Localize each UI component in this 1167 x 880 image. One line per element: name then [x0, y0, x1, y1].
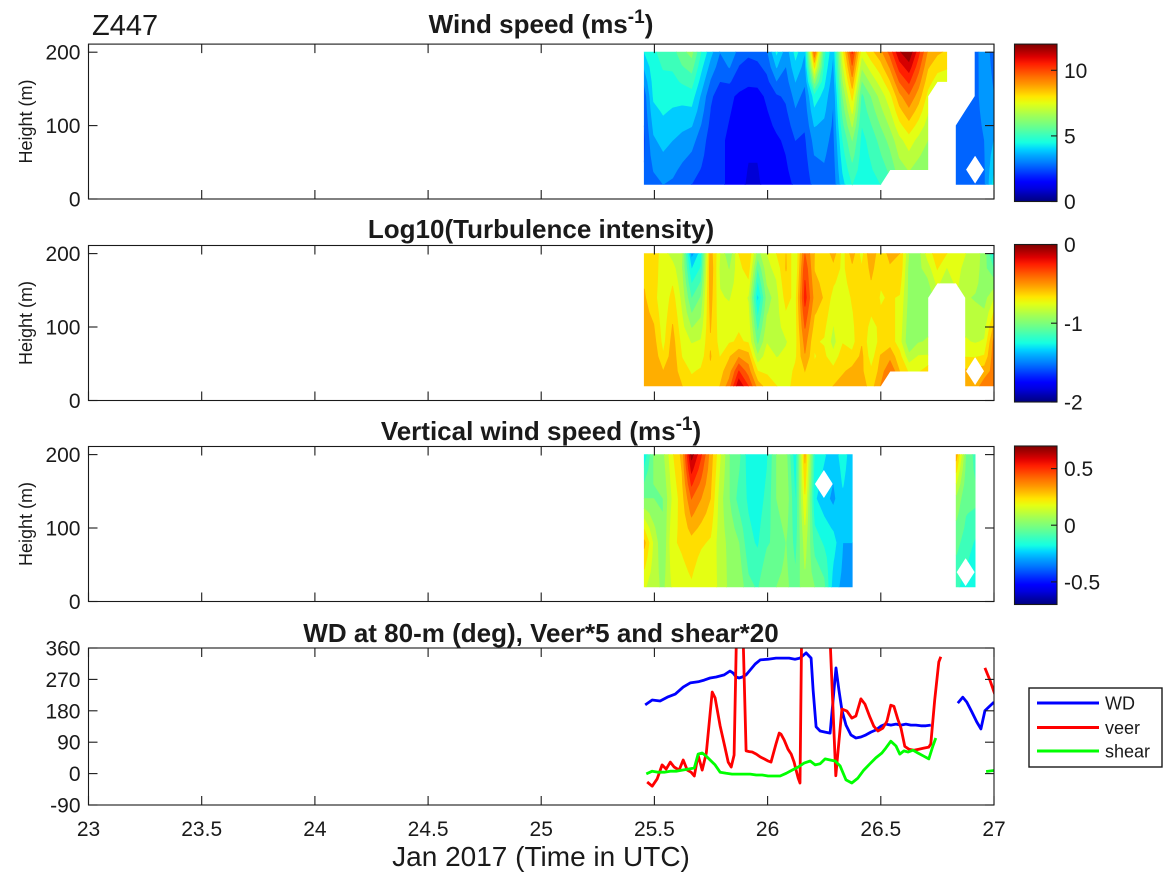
- svg-text:200: 200: [45, 444, 80, 467]
- svg-text:0: 0: [69, 591, 81, 614]
- svg-text:Jan 2017 (Time in UTC): Jan 2017 (Time in UTC): [392, 841, 690, 872]
- svg-text:Height (m): Height (m): [16, 79, 36, 163]
- svg-text:5: 5: [1064, 125, 1076, 148]
- svg-text:veer: veer: [1105, 718, 1140, 738]
- svg-text:27: 27: [982, 818, 1005, 841]
- svg-text:0: 0: [1064, 515, 1076, 538]
- svg-text:0: 0: [69, 390, 81, 413]
- svg-text:100: 100: [45, 518, 80, 541]
- svg-text:WD at 80-m (deg), Veer*5 and s: WD at 80-m (deg), Veer*5 and shear*20: [303, 618, 778, 648]
- svg-text:26.5: 26.5: [860, 818, 901, 841]
- svg-text:-90: -90: [50, 795, 80, 818]
- svg-text:Height (m): Height (m): [16, 482, 36, 566]
- svg-text:0: 0: [1064, 234, 1076, 257]
- svg-text:200: 200: [45, 243, 80, 266]
- svg-text:Vertical wind speed (ms-1): Vertical wind speed (ms-1): [381, 414, 701, 447]
- svg-text:Height (m): Height (m): [16, 281, 36, 365]
- svg-text:0: 0: [1064, 191, 1076, 214]
- svg-text:WD: WD: [1105, 694, 1135, 714]
- svg-text:90: 90: [57, 732, 80, 755]
- svg-text:Wind speed (ms-1): Wind speed (ms-1): [429, 7, 654, 40]
- svg-text:24.5: 24.5: [408, 818, 449, 841]
- svg-text:200: 200: [45, 42, 80, 65]
- svg-text:25: 25: [530, 818, 553, 841]
- svg-text:25.5: 25.5: [634, 818, 675, 841]
- svg-text:-2: -2: [1064, 392, 1083, 415]
- svg-text:360: 360: [45, 638, 80, 661]
- svg-text:0: 0: [69, 763, 81, 786]
- svg-text:10: 10: [1064, 60, 1087, 83]
- svg-text:100: 100: [45, 115, 80, 138]
- svg-text:-0.5: -0.5: [1064, 571, 1100, 594]
- svg-text:24: 24: [303, 818, 327, 841]
- svg-text:0: 0: [69, 189, 81, 212]
- svg-text:26: 26: [756, 818, 779, 841]
- svg-text:270: 270: [45, 669, 80, 692]
- svg-text:Z447: Z447: [92, 10, 158, 42]
- svg-text:100: 100: [45, 317, 80, 340]
- svg-text:0.5: 0.5: [1064, 458, 1093, 481]
- svg-text:shear: shear: [1105, 742, 1150, 762]
- svg-text:Log10(Turbulence intensity): Log10(Turbulence intensity): [368, 214, 714, 244]
- svg-text:23.5: 23.5: [181, 818, 222, 841]
- svg-text:180: 180: [45, 700, 80, 723]
- svg-text:23: 23: [77, 818, 100, 841]
- svg-text:-1: -1: [1064, 313, 1083, 336]
